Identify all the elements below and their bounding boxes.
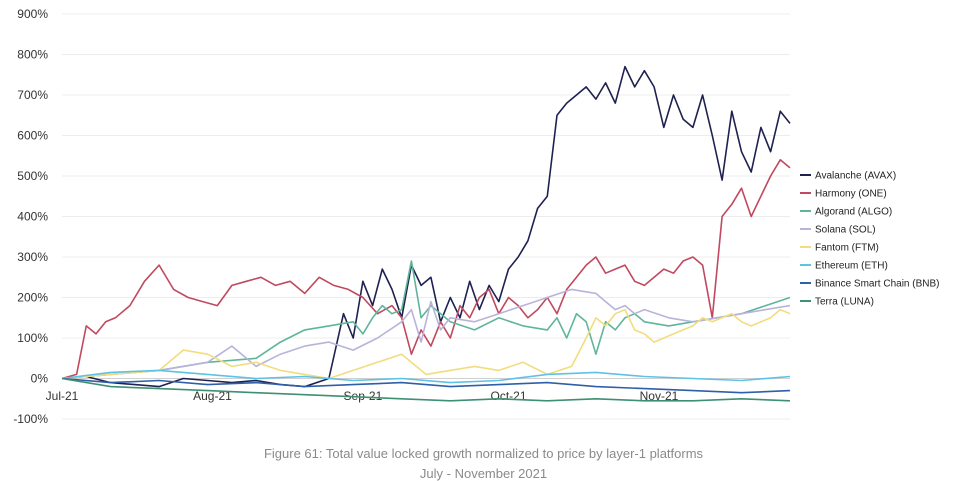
y-tick-label: 500% — [17, 169, 48, 183]
legend-label: Avalanche (AVAX) — [815, 171, 896, 182]
y-tick-label: 300% — [17, 250, 48, 264]
legend-label: Harmony (ONE) — [815, 189, 887, 200]
series-line-3 — [61, 288, 791, 380]
y-tick-label: 800% — [17, 48, 48, 62]
x-tick-label: Oct-21 — [490, 389, 526, 403]
x-tick-label: Jul-21 — [46, 389, 79, 403]
legend-label: Fantom (FTM) — [815, 243, 879, 254]
x-tick-label: Sep-21 — [344, 389, 383, 403]
series-line-5 — [61, 369, 791, 384]
y-tick-label: 700% — [17, 88, 48, 102]
x-tick-label: Aug-21 — [193, 389, 232, 403]
y-tick-label: -100% — [13, 412, 48, 426]
legend-label: Algorand (ALGO) — [815, 207, 892, 218]
y-tick-label: 400% — [17, 210, 48, 224]
y-tick-label: 900% — [17, 7, 48, 21]
x-tick-label: Nov-21 — [640, 389, 679, 403]
y-tick-label: 200% — [17, 291, 48, 305]
y-tick-label: 0% — [31, 372, 49, 386]
y-tick-label: 600% — [17, 129, 48, 143]
series-line-2 — [61, 260, 791, 380]
series-line-7 — [61, 377, 791, 402]
grid-lines — [62, 13, 790, 420]
legend-label: Terra (LUNA) — [815, 297, 874, 308]
legend-label: Binance Smart Chain (BNB) — [815, 279, 940, 290]
x-axis: Jul-21 Aug-21 Sep-21 Oct-21 Nov-21 — [46, 389, 679, 403]
y-axis: -100% 0% 100% 200% 300% 400% 500% 600% 700% 800% 9… — [13, 7, 48, 426]
series-lines — [61, 65, 791, 402]
figure-caption: Figure 61: Total value locked growth nor… — [263, 446, 704, 461]
figure-subcaption: July - November 2021 — [419, 466, 548, 481]
tvl-line-chart: -100% 0% 100% 200% 300% 400% 500% 600% 700% 800% 9… — [13, 7, 940, 426]
legend-label: Solana (SOL) — [815, 225, 876, 236]
legend: Avalanche (AVAX) Harmony (ONE) Algorand (A… — [800, 171, 940, 308]
legend-label: Ethereum (ETH) — [815, 261, 888, 272]
series-line-1 — [61, 159, 791, 380]
y-tick-label: 100% — [17, 331, 48, 345]
series-line-6 — [61, 377, 791, 394]
series-line-4 — [61, 308, 791, 380]
